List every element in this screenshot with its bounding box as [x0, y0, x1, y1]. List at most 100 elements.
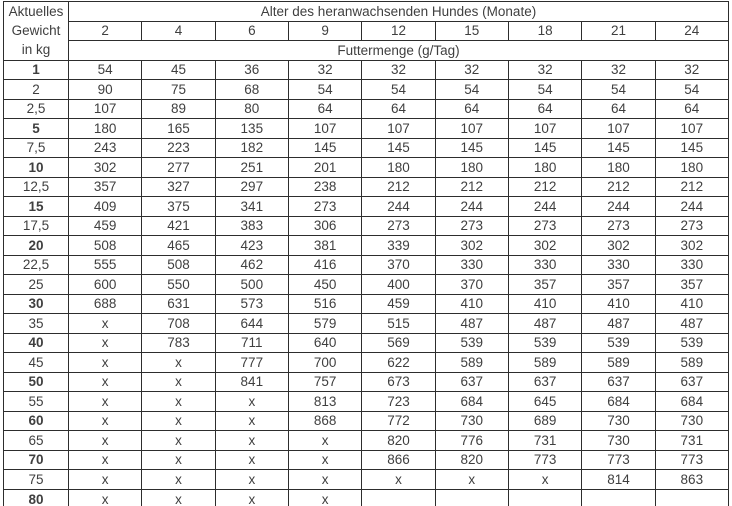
amount-cell: 330 — [507, 254, 583, 276]
amount-cell: 450 — [287, 274, 363, 295]
amount-cell: 302 — [654, 235, 730, 256]
amount-cell: 381 — [287, 235, 363, 256]
amount-cell: 688 — [67, 293, 143, 315]
amount-cell: 370 — [361, 254, 436, 276]
row-label: 12,5 — [3, 176, 69, 198]
amount-cell: 459 — [67, 215, 143, 237]
feeding-table: Aktuelles Gewicht in kg Alter des heranw… — [3, 1, 730, 506]
amount-cell: 54 — [654, 79, 730, 100]
month-header-4: 4 — [141, 20, 216, 42]
amount-cell: 673 — [361, 371, 436, 393]
amount-cell: 180 — [434, 157, 509, 178]
amount-cell: 459 — [361, 293, 436, 315]
amount-cell: 731 — [507, 430, 583, 451]
amount-cell: 243 — [67, 137, 143, 159]
amount-cell: 64 — [654, 98, 730, 120]
amount-cell: 201 — [287, 157, 363, 178]
amount-cell: 400 — [361, 274, 436, 295]
amount-cell: 700 — [287, 352, 363, 373]
row-label: 1 — [3, 59, 69, 81]
amount-cell: 330 — [434, 254, 509, 276]
row-label: 25 — [3, 274, 69, 295]
row-label: 5 — [3, 118, 69, 139]
amount-cell: 107 — [507, 118, 583, 139]
amount-cell: 508 — [67, 235, 143, 256]
absent-cell — [581, 488, 656, 506]
month-header-21: 21 — [581, 20, 656, 42]
table-row-weight-7,5: 7,5 243 223 182 145 145 145 145 145 145 — [3, 137, 730, 159]
amount-cell: 410 — [507, 293, 583, 315]
amount-cell: 145 — [434, 137, 509, 159]
amount-cell: 64 — [361, 98, 436, 120]
table-row-weight-80: 80 x x x x — [3, 488, 730, 506]
row-label: 50 — [3, 371, 69, 393]
amount-cell: x — [67, 332, 143, 354]
amount-cell: 135 — [214, 118, 289, 139]
table-row-weight-75: 75 x x x x x x x 814 863 — [3, 469, 730, 490]
amount-cell: x — [287, 469, 363, 490]
amount-cell: 773 — [581, 449, 656, 471]
amount-cell: 640 — [287, 332, 363, 354]
amount-cell: x — [67, 391, 143, 412]
amount-cell: 54 — [581, 79, 656, 100]
amount-cell: 212 — [581, 176, 656, 198]
amount-cell: 370 — [434, 274, 509, 295]
amount-cell — [361, 488, 436, 506]
weight-header-line-1: Aktuelles — [8, 4, 64, 19]
amount-cell: x — [67, 469, 143, 490]
amount-cell: 180 — [654, 157, 730, 178]
amount-cell: 622 — [361, 352, 436, 373]
amount-title-cell: Futtermenge (g/Tag) — [68, 40, 729, 61]
month-header-15: 15 — [434, 20, 509, 42]
amount-cell: 330 — [581, 254, 656, 276]
amount-cell: x — [214, 430, 289, 451]
amount-cell: 107 — [67, 98, 143, 120]
table-row-weight-60: 60 x x x 868 772 730 689 730 730 — [3, 410, 730, 432]
amount-cell: x — [141, 488, 216, 506]
amount-cell: 539 — [507, 332, 583, 354]
table-row-weight-10: 10 302 277 251 201 180 180 180 180 180 — [3, 157, 730, 178]
amount-cell: 244 — [361, 196, 436, 217]
amount-cell: 684 — [654, 391, 730, 412]
table-row-weight-20: 20 508 465 423 381 339 302 302 302 302 — [3, 235, 730, 256]
amount-cell: 302 — [507, 235, 583, 256]
amount-cell: 107 — [361, 118, 436, 139]
amount-cell: 107 — [434, 118, 509, 139]
amount-cell: 273 — [654, 215, 730, 237]
row-label: 20 — [3, 235, 69, 256]
amount-cell: 723 — [361, 391, 436, 412]
amount-cell: x — [214, 469, 289, 490]
amount-cell: 487 — [581, 313, 656, 334]
amount-cell: x — [361, 469, 436, 490]
amount-cell: x — [214, 488, 289, 506]
amount-cell: 462 — [214, 254, 289, 276]
amount-cell: 273 — [434, 215, 509, 237]
table-row-weight-25: 25 600 550 500 450 400 370 357 357 357 — [3, 274, 730, 295]
amount-cell: 32 — [287, 59, 363, 81]
amount-cell: 409 — [67, 196, 143, 217]
amount-cell: 539 — [434, 332, 509, 354]
amount-cell: 32 — [654, 59, 730, 81]
amount-cell: 539 — [581, 332, 656, 354]
header-row-amount-title: Futtermenge (g/Tag) — [4, 40, 729, 61]
absent-cell — [434, 488, 509, 506]
amount-cell: x — [67, 449, 143, 471]
amount-cell: 145 — [287, 137, 363, 159]
amount-cell: 708 — [141, 313, 216, 334]
amount-cell: 569 — [361, 332, 436, 354]
table-row-weight-2: 2 90 75 68 54 54 54 54 54 54 — [3, 79, 730, 100]
month-header-18: 18 — [507, 20, 583, 42]
table-row-weight-45: 45 x x 777 700 622 589 589 589 589 — [3, 352, 730, 373]
amount-cell: 277 — [141, 157, 216, 178]
amount-cell: 487 — [654, 313, 730, 334]
weight-header-cell: Aktuelles Gewicht in kg — [3, 1, 69, 61]
amount-cell: 165 — [141, 118, 216, 139]
amount-cell: 341 — [214, 196, 289, 217]
amount-cell: 783 — [141, 332, 216, 354]
amount-cell: 423 — [214, 235, 289, 256]
amount-cell: 54 — [434, 79, 509, 100]
amount-cell: 550 — [141, 274, 216, 295]
amount-cell: 637 — [581, 371, 656, 393]
amount-cell: 773 — [507, 449, 583, 471]
amount-cell: 589 — [507, 352, 583, 373]
